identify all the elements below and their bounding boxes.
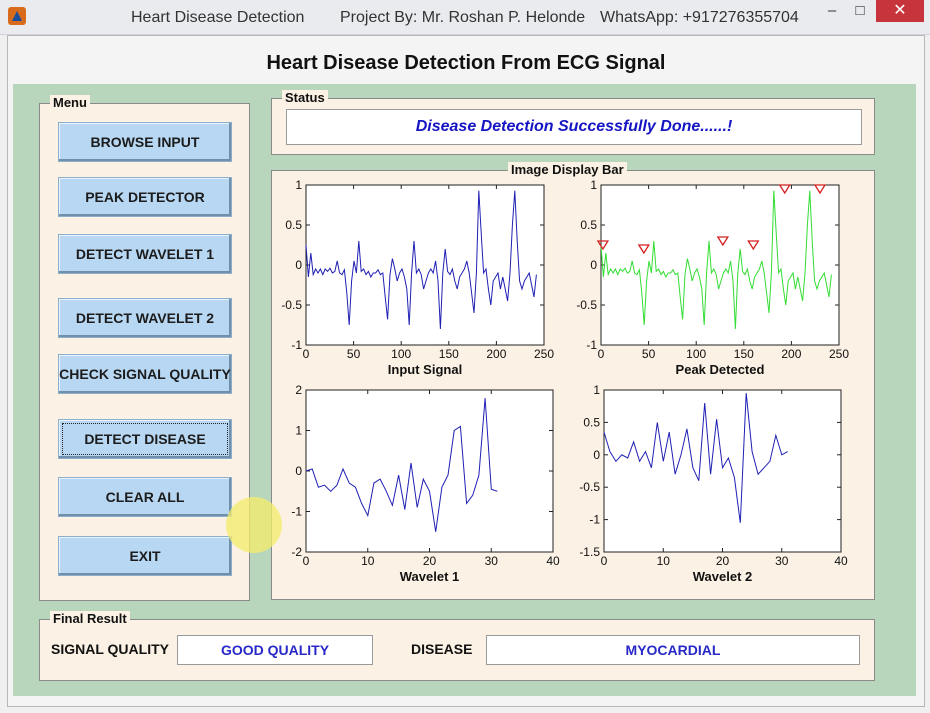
peak-detector-button[interactable]: PEAK DETECTOR xyxy=(58,177,232,217)
plot-2-ytick-label: 0.5 xyxy=(580,218,597,232)
plot-2-xtick-label: 250 xyxy=(829,347,849,361)
browse-input-button[interactable]: BROWSE INPUT xyxy=(58,122,232,162)
disease-value: MYOCARDIAL xyxy=(486,635,860,665)
plot-3-xlabel: Wavelet 1 xyxy=(400,569,460,584)
plot-2-axes xyxy=(600,184,840,346)
menu-panel: Menu BROWSE INPUT PEAK DETECTOR DETECT W… xyxy=(39,95,250,601)
plot-1-xtick-label: 100 xyxy=(391,347,411,361)
matlab-app-icon xyxy=(8,7,26,25)
plot-3-ytick-label: 1 xyxy=(295,424,302,438)
plot-2-peak-marker xyxy=(747,240,760,251)
plot-2-xtick-label: 100 xyxy=(686,347,706,361)
plot-1-xlabel: Input Signal xyxy=(388,362,462,377)
status-panel: Status Disease Detection Successfully Do… xyxy=(271,90,875,155)
exit-button[interactable]: EXIT xyxy=(58,536,232,576)
plot-2-ytick-label: -0.5 xyxy=(576,298,597,312)
plot-1-ytick-label: 0.5 xyxy=(285,218,302,232)
plot-2-xtick-label: 150 xyxy=(734,347,754,361)
detect-wavelet-2-button[interactable]: DETECT WAVELET 2 xyxy=(58,298,232,338)
plot-1-xtick-label: 200 xyxy=(486,347,506,361)
plot-4-ytick-label: 0.5 xyxy=(583,415,600,429)
status-label: Status xyxy=(282,90,328,105)
detect-wavelet-1-button[interactable]: DETECT WAVELET 1 xyxy=(58,234,232,274)
plot-2-xtick-label: 0 xyxy=(598,347,605,361)
plot-1-ytick-label: -0.5 xyxy=(281,298,302,312)
plot-3-ytick-label: -2 xyxy=(291,545,302,559)
plot-4-axes xyxy=(603,389,842,553)
plot-2-xlabel: Peak Detected xyxy=(676,362,765,377)
close-button[interactable]: ✕ xyxy=(876,0,924,22)
project-credit: Project By: Mr. Roshan P. Helonde xyxy=(340,9,586,26)
plot-1-ytick-label: -1 xyxy=(291,338,302,352)
plot-4-ytick-label: -1 xyxy=(589,513,600,527)
plot-4-xtick-label: 20 xyxy=(716,554,730,568)
plot-4-xtick-label: 30 xyxy=(775,554,789,568)
window-title: Heart Disease Detection xyxy=(131,9,305,26)
plot-1-xtick-label: 150 xyxy=(439,347,459,361)
image-display-panel: Image Display Bar 0 50 100 150 200 250 -1 -0.5 0… xyxy=(271,162,875,600)
plot-4-xtick-label: 40 xyxy=(834,554,848,568)
plot-3-ytick-label: -1 xyxy=(291,505,302,519)
image-display-label: Image Display Bar xyxy=(508,162,627,177)
main-panel: Menu BROWSE INPUT PEAK DETECTOR DETECT W… xyxy=(13,84,916,696)
plot-2-series-line xyxy=(600,190,832,330)
plot-3-series-line xyxy=(305,398,498,532)
plot-3-xtick-label: 10 xyxy=(361,554,375,568)
plot-4-ytick-label: -1.5 xyxy=(579,545,600,559)
plot-2-peak-marker xyxy=(637,244,651,255)
maximize-button[interactable]: □ xyxy=(855,2,865,19)
plot-2-ytick-label: -1 xyxy=(586,338,597,352)
signal-quality-value: GOOD QUALITY xyxy=(177,635,373,665)
plot-2-peak-marker xyxy=(716,236,730,247)
plot-3-axes xyxy=(305,389,554,553)
plot-4-ytick-label: -0.5 xyxy=(579,480,600,494)
whatsapp-contact: WhatsApp: +917276355704 xyxy=(600,9,799,26)
plot-4-series-line xyxy=(603,393,788,523)
clear-all-button[interactable]: CLEAR ALL xyxy=(58,477,232,517)
plot-4-xlabel: Wavelet 2 xyxy=(693,569,753,584)
final-result-label: Final Result xyxy=(50,611,130,626)
plot-3-ytick-label: 2 xyxy=(295,383,302,397)
figure-window: Heart Disease Detection From ECG Signal … xyxy=(7,35,925,707)
window-titlebar: Heart Disease Detection Project By: Mr. … xyxy=(0,0,930,35)
minimize-button[interactable]: – xyxy=(827,2,837,19)
status-text: Disease Detection Successfully Done.....… xyxy=(286,109,862,145)
plot-4-ytick-label: 1 xyxy=(593,383,600,397)
check-signal-quality-button[interactable]: CHECK SIGNAL QUALITY xyxy=(58,354,232,394)
detect-disease-button[interactable]: DETECT DISEASE xyxy=(58,419,232,459)
plot-3-xtick-label: 0 xyxy=(303,554,310,568)
plot-3-xtick-label: 40 xyxy=(546,554,560,568)
plot-1-ytick-label: 0 xyxy=(295,258,302,272)
plot-2-peak-marker xyxy=(813,184,827,195)
plot-4-xtick-label: 10 xyxy=(657,554,671,568)
menu-label: Menu xyxy=(50,95,90,110)
plot-1-ytick-label: 1 xyxy=(295,178,302,192)
cursor-highlight xyxy=(226,497,282,553)
plot-2-peak-marker xyxy=(596,240,610,251)
plot-2-peak-marker xyxy=(778,184,791,195)
plot-3-xtick-label: 30 xyxy=(485,554,499,568)
plot-1-series-line xyxy=(305,190,537,330)
plot-1-xtick-label: 0 xyxy=(303,347,310,361)
plot-1-xtick-label: 50 xyxy=(347,347,361,361)
plot-2-xtick-label: 50 xyxy=(642,347,656,361)
plot-1-xtick-label: 250 xyxy=(534,347,554,361)
plot-2-xtick-label: 200 xyxy=(781,347,801,361)
page-title: Heart Disease Detection From ECG Signal xyxy=(266,52,666,74)
plot-4-xtick-label: 0 xyxy=(601,554,608,568)
plot-2-ytick-label: 1 xyxy=(590,178,597,192)
plot-1-axes xyxy=(305,184,545,346)
plot-4-ytick-label: 0 xyxy=(593,448,600,462)
plot-2-ytick-label: 0 xyxy=(590,258,597,272)
final-result-panel: Final Result SIGNAL QUALITY GOOD QUALITY… xyxy=(39,611,875,681)
disease-label: DISEASE xyxy=(411,641,473,657)
signal-quality-label: SIGNAL QUALITY xyxy=(51,641,169,657)
plot-3-ytick-label: 0 xyxy=(295,464,302,478)
plot-3-xtick-label: 20 xyxy=(423,554,437,568)
